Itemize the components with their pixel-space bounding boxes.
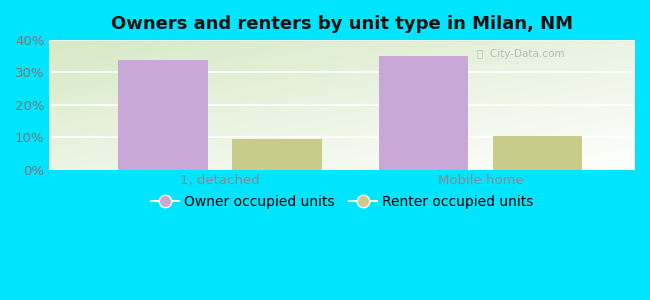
Text: ⓘ  City-Data.com: ⓘ City-Data.com <box>477 49 564 59</box>
Title: Owners and renters by unit type in Milan, NM: Owners and renters by unit type in Milan… <box>111 15 573 33</box>
Bar <box>118 59 208 170</box>
Bar <box>379 56 468 169</box>
Bar <box>232 139 322 169</box>
Legend: Owner occupied units, Renter occupied units: Owner occupied units, Renter occupied un… <box>146 189 539 214</box>
Bar <box>493 136 582 169</box>
